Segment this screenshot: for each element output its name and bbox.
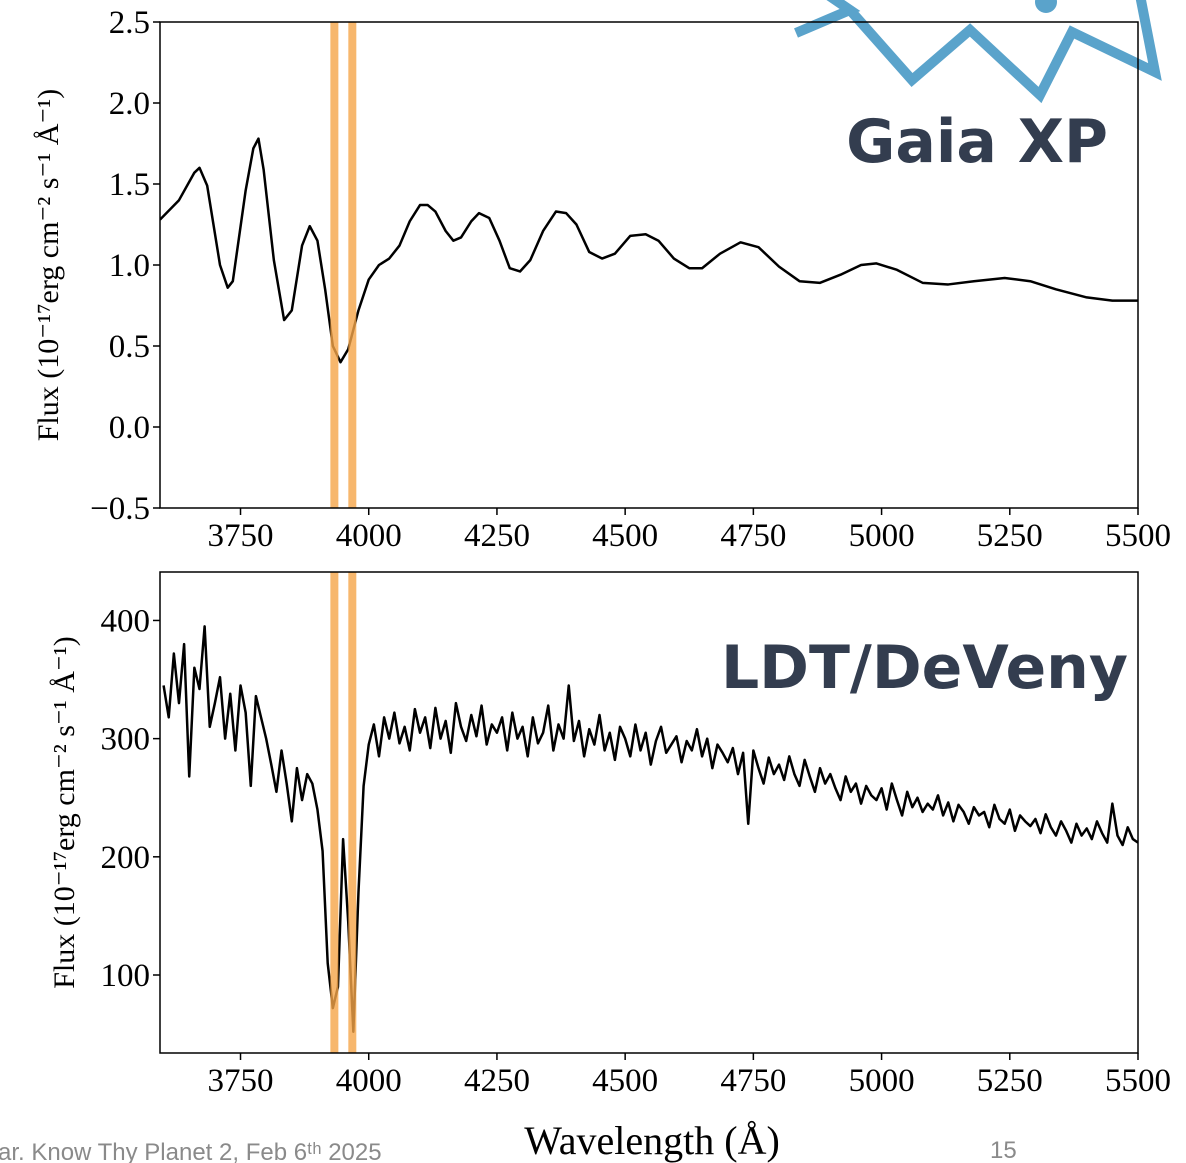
star-dot <box>1035 0 1057 13</box>
y-tick-label: 300 <box>101 722 151 758</box>
highlight-band <box>330 572 339 1053</box>
y-tick-label: 200 <box>101 840 151 876</box>
y-tick-label: 2.0 <box>109 86 150 122</box>
x-tick-label: 4500 <box>592 518 658 554</box>
plot-frame <box>159 571 1139 1054</box>
spectrum-line <box>160 137 1138 364</box>
x-tick-label: 5000 <box>849 1063 915 1099</box>
star-edge <box>846 0 1162 104</box>
plot-frame <box>159 21 1139 509</box>
x-tick-label: 5500 <box>1105 518 1171 554</box>
x-tick-label: 3750 <box>208 1063 274 1099</box>
x-tick-label: 5250 <box>977 518 1043 554</box>
y-tick-label: −0.5 <box>90 491 150 527</box>
x-tick-label: 5250 <box>977 1063 1043 1099</box>
x-tick-label: 4750 <box>720 518 786 554</box>
x-tick-label: 4000 <box>336 518 402 554</box>
y-tick-label: 2.5 <box>109 5 150 41</box>
annotation: Gaia XP <box>846 107 1108 177</box>
x-tick-label: 4000 <box>336 1063 402 1099</box>
x-tick-label: 3750 <box>208 518 274 554</box>
x-tick-label: 4750 <box>720 1063 786 1099</box>
y-axis-label: Flux (10⁻¹⁷erg cm⁻² s⁻¹ Å⁻¹) <box>48 636 81 989</box>
x-axis-label: Wavelength (Å) <box>524 1118 780 1163</box>
star-icon <box>794 0 1162 104</box>
highlight-band <box>348 22 357 508</box>
y-tick-label: 1.0 <box>109 248 150 284</box>
y-tick-label: 400 <box>101 603 151 639</box>
y-tick-label: 100 <box>101 958 151 994</box>
x-tick-label: 5000 <box>849 518 915 554</box>
page-number: 15 <box>990 1137 1017 1163</box>
y-tick-label: 0.5 <box>109 329 150 365</box>
y-axis-label: Flux (10⁻¹⁷erg cm⁻² s⁻¹ Å⁻¹) <box>32 89 65 442</box>
x-tick-label: 5500 <box>1105 1063 1171 1099</box>
x-tick-label: 4250 <box>464 518 530 554</box>
footer-event: ar. Know Thy Planet 2, Feb 6ᵗʰ 2025 <box>0 1139 382 1163</box>
annotation: LDT/DeVeny <box>721 633 1128 703</box>
highlight-band <box>330 22 339 508</box>
y-tick-label: 1.5 <box>109 167 150 203</box>
y-tick-label: 0.0 <box>109 410 150 446</box>
highlight-band <box>348 572 357 1053</box>
x-tick-label: 4500 <box>592 1063 658 1099</box>
spectrum-line <box>162 625 1138 1033</box>
x-tick-label: 4250 <box>464 1063 530 1099</box>
